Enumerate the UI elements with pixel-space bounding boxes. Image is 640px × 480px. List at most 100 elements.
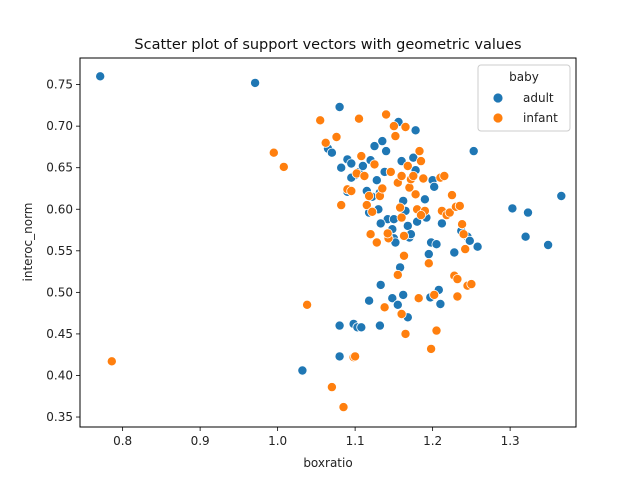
x-tick-label: 0.9 [191, 434, 210, 448]
point-infant [390, 131, 401, 142]
point-infant [400, 328, 411, 339]
point-infant [414, 146, 425, 157]
point-infant [460, 244, 471, 255]
point-infant [379, 302, 390, 313]
y-tick-label: 0.50 [46, 285, 73, 299]
legend-marker-infant [492, 112, 504, 124]
point-infant [398, 230, 409, 241]
point-adult [523, 207, 534, 218]
point-infant [446, 190, 457, 201]
point-infant [410, 189, 421, 200]
point-infant [413, 293, 424, 304]
legend: baby adult infant [477, 64, 571, 132]
point-infant [302, 299, 313, 310]
point-infant [392, 269, 403, 280]
point-adult [436, 218, 447, 229]
point-infant [278, 161, 289, 172]
y-axis-label: interoc_norm [21, 203, 35, 282]
point-infant [367, 206, 378, 217]
point-infant [365, 229, 376, 240]
point-infant [353, 113, 364, 124]
point-infant [382, 228, 393, 239]
point-adult [95, 71, 106, 82]
point-adult [431, 239, 442, 250]
point-adult [419, 194, 430, 205]
point-infant [350, 351, 361, 362]
point-infant [398, 250, 409, 261]
point-adult [387, 293, 398, 304]
y-tick-label: 0.40 [46, 368, 73, 382]
point-infant [388, 121, 399, 132]
point-adult [369, 141, 380, 152]
point-infant [423, 258, 434, 269]
point-adult [423, 249, 434, 260]
point-adult [374, 320, 385, 331]
point-infant [415, 210, 426, 221]
point-infant [359, 170, 370, 181]
point-infant [415, 156, 426, 167]
point-infant [315, 115, 326, 126]
y-axis: 0.35 0.40 0.45 0.50 0.55 0.60 0.65 0.70 0.75 [46, 78, 80, 424]
point-adult [402, 220, 413, 231]
point-infant [454, 200, 465, 211]
point-adult [334, 351, 345, 362]
point-infant [364, 190, 375, 201]
point-adult [334, 102, 345, 113]
point-adult [377, 136, 388, 147]
point-infant [106, 356, 117, 367]
point-infant [361, 200, 372, 211]
legend-label-infant: infant [523, 111, 558, 125]
point-infant [458, 229, 469, 240]
y-tick-label: 0.35 [46, 410, 73, 424]
x-axis-label: boxratio [303, 456, 352, 470]
point-adult [357, 160, 368, 171]
point-infant [326, 382, 337, 393]
point-adult [346, 158, 357, 169]
point-infant [369, 159, 380, 170]
point-infant [418, 173, 429, 184]
point-adult [336, 162, 347, 173]
point-infant [396, 170, 407, 181]
point-adult [468, 146, 479, 157]
y-tick-label: 0.65 [46, 161, 73, 175]
point-adult [429, 181, 440, 192]
plot-frame [79, 57, 577, 428]
point-infant [426, 343, 437, 354]
x-tick-label: 1.1 [346, 434, 365, 448]
point-adult [375, 218, 386, 229]
point-adult [375, 279, 386, 290]
point-infant [402, 160, 413, 171]
point-infant [346, 185, 357, 196]
point-adult [356, 322, 367, 333]
x-tick-label: 1.0 [268, 434, 287, 448]
point-adult [556, 190, 567, 201]
y-tick-label: 0.70 [46, 119, 73, 133]
legend-label-adult: adult [523, 91, 554, 105]
y-tick-label: 0.45 [46, 327, 73, 341]
point-infant [371, 237, 382, 248]
point-infant [444, 207, 455, 218]
point-infant [385, 166, 396, 177]
point-infant [429, 289, 440, 300]
point-infant [336, 200, 347, 211]
legend-title: baby [509, 70, 539, 84]
point-adult [371, 175, 382, 186]
point-infant [400, 122, 411, 133]
point-infant [395, 202, 406, 213]
point-adult [364, 295, 375, 306]
point-infant [381, 109, 392, 120]
point-adult [334, 320, 345, 331]
point-infant [377, 183, 388, 194]
point-infant [457, 219, 468, 230]
point-adult [507, 203, 518, 214]
y-tick-label: 0.75 [46, 78, 73, 92]
x-tick-label: 1.2 [423, 434, 442, 448]
point-adult [381, 146, 392, 157]
point-adult [398, 289, 409, 300]
chart-title: Scatter plot of support vectors with geo… [134, 37, 521, 53]
point-infant [452, 291, 463, 302]
point-infant [408, 170, 419, 181]
point-adult [449, 247, 460, 258]
point-infant [431, 325, 442, 336]
